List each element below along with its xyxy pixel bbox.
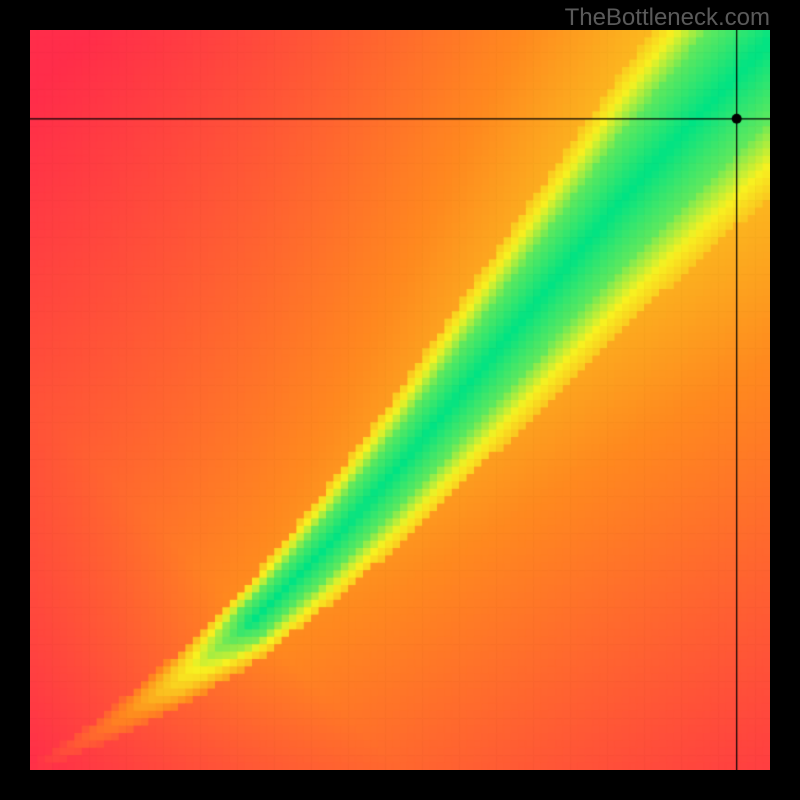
watermark-text: TheBottleneck.com [565, 4, 770, 32]
bottleneck-heatmap [30, 30, 770, 770]
chart-container: TheBottleneck.com [0, 0, 800, 800]
